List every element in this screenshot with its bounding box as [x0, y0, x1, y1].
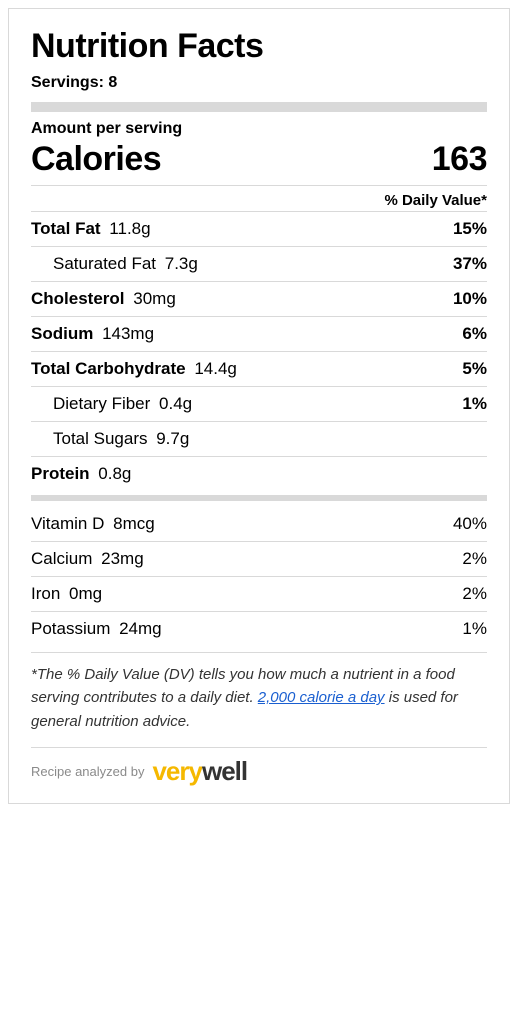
divider: [31, 652, 487, 653]
footnote-link[interactable]: 2,000 calorie a day: [258, 689, 385, 706]
nutrient-left: Iron 0mg: [31, 584, 102, 604]
nutrient-name: Potassium: [31, 619, 110, 638]
nutrient-row: Total Carbohydrate 14.4g 5%: [31, 351, 487, 386]
analyzed-by-label: Recipe analyzed by: [31, 764, 144, 779]
nutrient-left: Vitamin D 8mcg: [31, 514, 155, 534]
nutrient-amount: 0.4g: [154, 394, 192, 413]
analyzed-by-row: Recipe analyzed by verywell: [31, 756, 487, 787]
nutrient-amount: 14.4g: [190, 359, 237, 378]
calories-label: Calories: [31, 140, 161, 179]
amount-per-serving-label: Amount per serving: [31, 120, 487, 138]
nutrient-amount: 7.3g: [160, 254, 198, 273]
divider-medium: [31, 495, 487, 501]
nutrient-dv: 40%: [453, 514, 487, 534]
nutrient-dv: 2%: [462, 584, 487, 604]
nutrient-left: Cholesterol 30mg: [31, 289, 176, 309]
nutrient-name: Sodium: [31, 324, 93, 343]
nutrient-row: Total Sugars 9.7g: [31, 421, 487, 456]
nutrient-name: Calcium: [31, 549, 92, 568]
nutrient-row: Vitamin D 8mcg 40%: [31, 507, 487, 541]
nutrient-left: Protein 0.8g: [31, 464, 131, 484]
nutrient-name: Protein: [31, 464, 90, 483]
nutrient-amount: 30mg: [129, 289, 176, 308]
nutrient-left: Potassium 24mg: [31, 619, 162, 639]
divider-thick: [31, 102, 487, 112]
nutrient-left: Total Fat 11.8g: [31, 219, 151, 239]
nutrient-dv: 6%: [462, 324, 487, 344]
nutrient-amount: 143mg: [97, 324, 154, 343]
servings-line: Servings: 8: [31, 74, 487, 92]
nutrient-row: Calcium 23mg 2%: [31, 541, 487, 576]
calories-row: Calories 163: [31, 140, 487, 179]
nutrient-dv: 5%: [462, 359, 487, 379]
nutrient-name: Vitamin D: [31, 514, 104, 533]
nutrient-dv: 37%: [453, 254, 487, 274]
nutrient-name: Saturated Fat: [53, 254, 156, 273]
nutrient-dv: 1%: [462, 394, 487, 414]
servings-label: Servings:: [31, 74, 104, 91]
divider: [31, 185, 487, 186]
nutrient-amount: 0mg: [64, 584, 102, 603]
nutrient-left: Sodium 143mg: [31, 324, 154, 344]
nutrient-amount: 8mcg: [108, 514, 154, 533]
nutrient-amount: 0.8g: [94, 464, 132, 483]
nutrients-main-list: Total Fat 11.8g 15% Saturated Fat 7.3g 37% C…: [31, 211, 487, 491]
brand-part-well: well: [202, 756, 247, 786]
nutrient-amount: 11.8g: [105, 219, 151, 238]
nutrient-row: Sodium 143mg 6%: [31, 316, 487, 351]
nutrient-name: Iron: [31, 584, 60, 603]
nutrient-dv: 1%: [462, 619, 487, 639]
nutrient-left: Dietary Fiber 0.4g: [31, 394, 192, 414]
brand-logo: verywell: [152, 756, 247, 787]
nutrient-row: Dietary Fiber 0.4g 1%: [31, 386, 487, 421]
nutrient-row: Total Fat 11.8g 15%: [31, 211, 487, 246]
nutrient-row: Saturated Fat 7.3g 37%: [31, 246, 487, 281]
nutrient-left: Total Carbohydrate 14.4g: [31, 359, 237, 379]
nutrient-row: Protein 0.8g: [31, 456, 487, 491]
nutrient-amount: 23mg: [96, 549, 143, 568]
nutrient-row: Iron 0mg 2%: [31, 576, 487, 611]
panel-title: Nutrition Facts: [31, 27, 487, 66]
nutrient-row: Cholesterol 30mg 10%: [31, 281, 487, 316]
nutrient-amount: 24mg: [114, 619, 161, 638]
nutrient-dv: 15%: [453, 219, 487, 239]
nutrient-name: Total Fat: [31, 219, 101, 238]
nutrient-left: Total Sugars 9.7g: [31, 429, 189, 449]
footnote: *The % Daily Value (DV) tells you how mu…: [31, 663, 487, 733]
nutrient-row: Potassium 24mg 1%: [31, 611, 487, 646]
calories-value: 163: [432, 140, 487, 179]
daily-value-header: % Daily Value*: [31, 192, 487, 209]
servings-value: 8: [108, 74, 117, 91]
nutrient-left: Calcium 23mg: [31, 549, 144, 569]
nutrients-secondary-list: Vitamin D 8mcg 40% Calcium 23mg 2% Iron 0mg 2…: [31, 507, 487, 646]
nutrition-facts-panel: Nutrition Facts Servings: 8 Amount per s…: [8, 8, 510, 804]
nutrient-name: Dietary Fiber: [53, 394, 150, 413]
nutrient-name: Total Sugars: [53, 429, 148, 448]
nutrient-amount: 9.7g: [152, 429, 190, 448]
nutrient-name: Total Carbohydrate: [31, 359, 186, 378]
nutrient-dv: 2%: [462, 549, 487, 569]
divider: [31, 747, 487, 748]
nutrient-dv: 10%: [453, 289, 487, 309]
nutrient-name: Cholesterol: [31, 289, 125, 308]
brand-part-very: very: [152, 756, 202, 786]
nutrient-left: Saturated Fat 7.3g: [31, 254, 198, 274]
